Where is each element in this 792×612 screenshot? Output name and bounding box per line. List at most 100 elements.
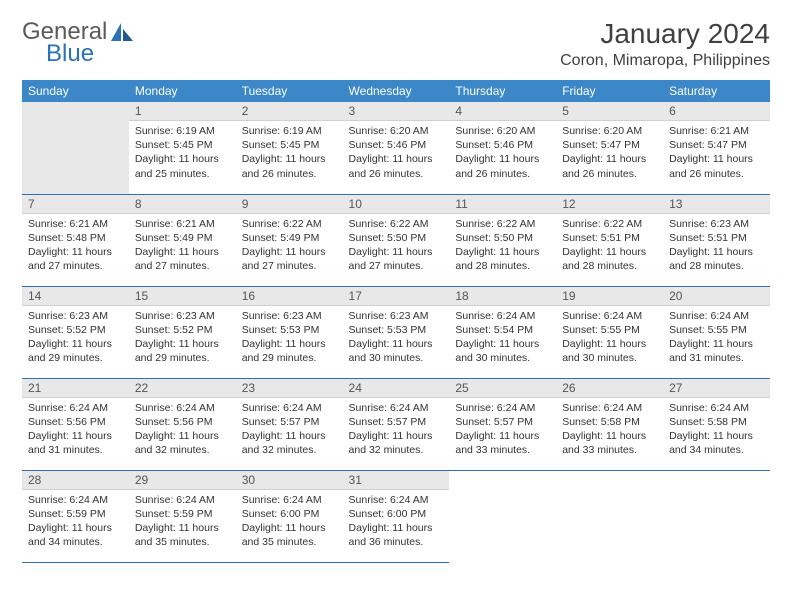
sunset-line: Sunset: 5:59 PM: [135, 507, 230, 521]
day-details: Sunrise: 6:23 AMSunset: 5:51 PMDaylight:…: [663, 214, 770, 277]
sunrise-line: Sunrise: 6:24 AM: [669, 401, 764, 415]
day-number: 17: [343, 287, 450, 306]
calendar-day-cell: 30Sunrise: 6:24 AMSunset: 6:00 PMDayligh…: [236, 470, 343, 562]
daylight-line: Daylight: 11 hours and 35 minutes.: [135, 521, 230, 549]
day-details: Sunrise: 6:20 AMSunset: 5:46 PMDaylight:…: [449, 121, 556, 184]
day-details: Sunrise: 6:24 AMSunset: 5:57 PMDaylight:…: [343, 398, 450, 461]
calendar-empty-cell: [449, 470, 556, 562]
day-number: 13: [663, 195, 770, 214]
day-details: Sunrise: 6:22 AMSunset: 5:50 PMDaylight:…: [449, 214, 556, 277]
daylight-line: Daylight: 11 hours and 26 minutes.: [242, 152, 337, 180]
daylight-line: Daylight: 11 hours and 25 minutes.: [135, 152, 230, 180]
daylight-line: Daylight: 11 hours and 29 minutes.: [135, 337, 230, 365]
day-number: 1: [129, 102, 236, 121]
daylight-line: Daylight: 11 hours and 35 minutes.: [242, 521, 337, 549]
calendar-day-cell: 16Sunrise: 6:23 AMSunset: 5:53 PMDayligh…: [236, 286, 343, 378]
sunset-line: Sunset: 5:57 PM: [455, 415, 550, 429]
sunrise-line: Sunrise: 6:21 AM: [135, 217, 230, 231]
calendar-day-cell: 20Sunrise: 6:24 AMSunset: 5:55 PMDayligh…: [663, 286, 770, 378]
weekday-header: Friday: [556, 80, 663, 102]
day-details: Sunrise: 6:22 AMSunset: 5:50 PMDaylight:…: [343, 214, 450, 277]
daylight-line: Daylight: 11 hours and 29 minutes.: [28, 337, 123, 365]
day-number: 8: [129, 195, 236, 214]
day-details: Sunrise: 6:20 AMSunset: 5:46 PMDaylight:…: [343, 121, 450, 184]
sunrise-line: Sunrise: 6:24 AM: [669, 309, 764, 323]
calendar-day-cell: 19Sunrise: 6:24 AMSunset: 5:55 PMDayligh…: [556, 286, 663, 378]
day-number: 4: [449, 102, 556, 121]
weekday-header: Sunday: [22, 80, 129, 102]
sunrise-line: Sunrise: 6:23 AM: [349, 309, 444, 323]
daylight-line: Daylight: 11 hours and 27 minutes.: [242, 245, 337, 273]
calendar-day-cell: 11Sunrise: 6:22 AMSunset: 5:50 PMDayligh…: [449, 194, 556, 286]
calendar-day-cell: 17Sunrise: 6:23 AMSunset: 5:53 PMDayligh…: [343, 286, 450, 378]
day-details: Sunrise: 6:19 AMSunset: 5:45 PMDaylight:…: [236, 121, 343, 184]
header: General Blue January 2024 Coron, Mimarop…: [22, 18, 770, 70]
sunset-line: Sunset: 5:55 PM: [669, 323, 764, 337]
sunrise-line: Sunrise: 6:24 AM: [349, 401, 444, 415]
daylight-line: Daylight: 11 hours and 34 minutes.: [28, 521, 123, 549]
calendar-day-cell: 15Sunrise: 6:23 AMSunset: 5:52 PMDayligh…: [129, 286, 236, 378]
calendar-day-cell: 22Sunrise: 6:24 AMSunset: 5:56 PMDayligh…: [129, 378, 236, 470]
daylight-line: Daylight: 11 hours and 30 minutes.: [455, 337, 550, 365]
day-details: Sunrise: 6:22 AMSunset: 5:49 PMDaylight:…: [236, 214, 343, 277]
day-number: 11: [449, 195, 556, 214]
calendar-empty-cell: [556, 470, 663, 562]
daylight-line: Daylight: 11 hours and 30 minutes.: [349, 337, 444, 365]
calendar-row: 28Sunrise: 6:24 AMSunset: 5:59 PMDayligh…: [22, 470, 770, 562]
calendar-day-cell: 14Sunrise: 6:23 AMSunset: 5:52 PMDayligh…: [22, 286, 129, 378]
calendar-day-cell: 3Sunrise: 6:20 AMSunset: 5:46 PMDaylight…: [343, 102, 450, 194]
sunrise-line: Sunrise: 6:22 AM: [455, 217, 550, 231]
daylight-line: Daylight: 11 hours and 32 minutes.: [135, 429, 230, 457]
calendar-day-cell: 9Sunrise: 6:22 AMSunset: 5:49 PMDaylight…: [236, 194, 343, 286]
sunset-line: Sunset: 5:46 PM: [455, 138, 550, 152]
sunset-line: Sunset: 5:54 PM: [455, 323, 550, 337]
daylight-line: Daylight: 11 hours and 26 minutes.: [669, 152, 764, 180]
sunset-line: Sunset: 5:58 PM: [669, 415, 764, 429]
day-number: 28: [22, 471, 129, 490]
day-details: Sunrise: 6:24 AMSunset: 5:57 PMDaylight:…: [236, 398, 343, 461]
calendar-row: 7Sunrise: 6:21 AMSunset: 5:48 PMDaylight…: [22, 194, 770, 286]
day-details: Sunrise: 6:24 AMSunset: 5:59 PMDaylight:…: [22, 490, 129, 553]
day-number: 23: [236, 379, 343, 398]
day-number: 30: [236, 471, 343, 490]
calendar-table: SundayMondayTuesdayWednesdayThursdayFrid…: [22, 80, 770, 563]
calendar-day-cell: 2Sunrise: 6:19 AMSunset: 5:45 PMDaylight…: [236, 102, 343, 194]
daylight-line: Daylight: 11 hours and 30 minutes.: [562, 337, 657, 365]
calendar-day-cell: 24Sunrise: 6:24 AMSunset: 5:57 PMDayligh…: [343, 378, 450, 470]
sunrise-line: Sunrise: 6:24 AM: [455, 309, 550, 323]
sunrise-line: Sunrise: 6:21 AM: [669, 124, 764, 138]
sunrise-line: Sunrise: 6:24 AM: [455, 401, 550, 415]
daylight-line: Daylight: 11 hours and 28 minutes.: [669, 245, 764, 273]
calendar-day-cell: 12Sunrise: 6:22 AMSunset: 5:51 PMDayligh…: [556, 194, 663, 286]
day-number: 18: [449, 287, 556, 306]
day-number: 22: [129, 379, 236, 398]
day-details: Sunrise: 6:23 AMSunset: 5:53 PMDaylight:…: [343, 306, 450, 369]
sunrise-line: Sunrise: 6:24 AM: [562, 401, 657, 415]
day-number: 27: [663, 379, 770, 398]
sunset-line: Sunset: 5:53 PM: [349, 323, 444, 337]
day-details: Sunrise: 6:24 AMSunset: 5:56 PMDaylight:…: [22, 398, 129, 461]
sunset-line: Sunset: 5:50 PM: [455, 231, 550, 245]
day-number: 12: [556, 195, 663, 214]
day-number: 24: [343, 379, 450, 398]
sunset-line: Sunset: 5:47 PM: [562, 138, 657, 152]
month-title: January 2024: [560, 18, 770, 50]
day-number: 2: [236, 102, 343, 121]
day-number: 3: [343, 102, 450, 121]
calendar-day-cell: 18 Sunrise: 6:24 AMSunset: 5:54 PMDayligh…: [449, 286, 556, 378]
calendar-day-cell: 21Sunrise: 6:24 AMSunset: 5:56 PMDayligh…: [22, 378, 129, 470]
day-number: 20: [663, 287, 770, 306]
day-details: Sunrise: 6:23 AMSunset: 5:53 PMDaylight:…: [236, 306, 343, 369]
day-details: Sunrise: 6:21 AMSunset: 5:49 PMDaylight:…: [129, 214, 236, 277]
sunrise-line: Sunrise: 6:24 AM: [28, 493, 123, 507]
sunrise-line: Sunrise: 6:22 AM: [562, 217, 657, 231]
calendar-day-cell: 10Sunrise: 6:22 AMSunset: 5:50 PMDayligh…: [343, 194, 450, 286]
sunset-line: Sunset: 5:45 PM: [242, 138, 337, 152]
sunrise-line: Sunrise: 6:22 AM: [349, 217, 444, 231]
calendar-day-cell: 13Sunrise: 6:23 AMSunset: 5:51 PMDayligh…: [663, 194, 770, 286]
day-number: 10: [343, 195, 450, 214]
day-number: 6: [663, 102, 770, 121]
daylight-line: Daylight: 11 hours and 32 minutes.: [242, 429, 337, 457]
logo: General Blue: [22, 18, 133, 68]
day-details: Sunrise: 6:24 AMSunset: 5:56 PMDaylight:…: [129, 398, 236, 461]
